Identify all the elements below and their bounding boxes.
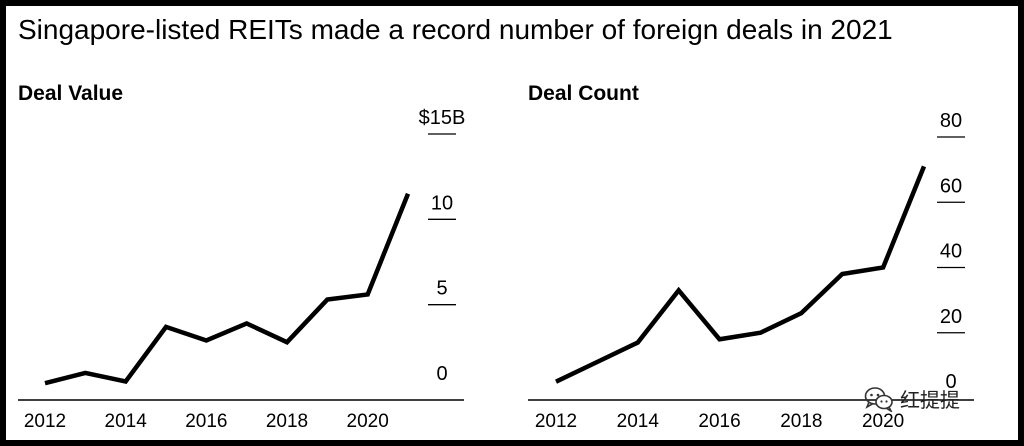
deal-count-series-line (555, 165, 927, 384)
deal-value-x-tick-label: 2014 (105, 411, 148, 432)
deal-count-x-tick-label: 2012 (535, 411, 577, 432)
deal-value-x-tick-label: 2016 (185, 411, 227, 432)
deal-count-y-tick-label: 60 (940, 175, 962, 197)
deal-value-series-line (44, 192, 411, 386)
page-title: Singapore-listed REITs made a record num… (18, 14, 893, 45)
deal-count-y-tick-label: 80 (940, 110, 962, 132)
deal-value-y-tick-label: 0 (436, 363, 447, 385)
deal-value-y-tick-label: 10 (431, 192, 453, 214)
deal-count-y-tick-label: 0 (945, 371, 956, 393)
deal-count-y-tick-label: 20 (940, 306, 962, 328)
watermark: 红提提 (864, 384, 960, 413)
watermark-text: 红提提 (900, 388, 960, 412)
deal-value-y-tick-label: $15B (419, 107, 466, 129)
deal-count-x-tick-label: 2018 (780, 411, 822, 432)
deal-value-chart: 2012 2014 2016 2018 2020 0 5 10 $15B (18, 107, 466, 432)
deal-count-title: Deal Count (528, 82, 639, 105)
deal-count-x-tick-label: 2016 (698, 411, 740, 432)
deal-value-x-tick-label: 2018 (266, 411, 308, 432)
deal-value-title: Deal Value (18, 82, 124, 105)
chart-frame: Singapore-listed REITs made a record num… (6, 6, 1018, 440)
deal-value-y-tick-label: 5 (436, 278, 447, 300)
deal-count-y-tick-label: 40 (940, 241, 962, 263)
deal-value-x-tick-label: 2020 (347, 411, 389, 432)
deal-count-x-tick-label: 2020 (862, 411, 904, 432)
deal-value-x-tick-label: 2012 (24, 411, 66, 432)
deal-count-x-tick-label: 2014 (617, 411, 660, 432)
wechat-icon (864, 386, 894, 413)
deal-count-chart: 2012 2014 2016 2018 2020 0 20 40 60 80 (528, 110, 974, 432)
